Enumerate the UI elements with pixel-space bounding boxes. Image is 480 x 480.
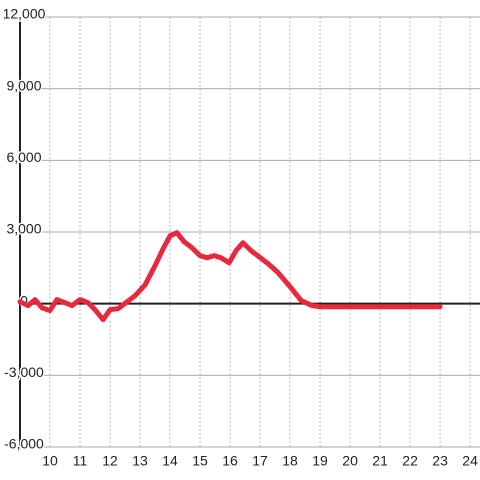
- x-tick-label: 12: [102, 453, 118, 469]
- x-tick-label: 11: [73, 453, 88, 469]
- x-tick-label: 16: [222, 453, 238, 469]
- x-tick-label: 14: [162, 453, 178, 469]
- y-tick-label: 0: [20, 292, 28, 308]
- x-tick-label: 24: [462, 453, 478, 469]
- x-tick-label: 21: [372, 453, 388, 469]
- x-tick-label: 15: [192, 453, 208, 469]
- x-tick-label: 19: [312, 453, 328, 469]
- x-tick-label: 13: [132, 453, 148, 469]
- x-tick-label: 20: [342, 453, 358, 469]
- x-tick-label: 22: [402, 453, 418, 469]
- y-tick-label: 3,000: [6, 221, 41, 237]
- y-tick-label: -3,000: [4, 364, 44, 380]
- x-tick-label: 23: [432, 453, 448, 469]
- y-tick-label: 12,000: [3, 6, 46, 22]
- y-tick-label: -6,000: [4, 436, 44, 452]
- x-tick-label: 18: [282, 453, 298, 469]
- y-tick-label: 9,000: [6, 77, 41, 93]
- data-line: [17, 230, 443, 323]
- x-tick-label: 17: [252, 453, 268, 469]
- x-tick-label: 10: [42, 453, 58, 469]
- y-tick-label: 6,000: [6, 149, 41, 165]
